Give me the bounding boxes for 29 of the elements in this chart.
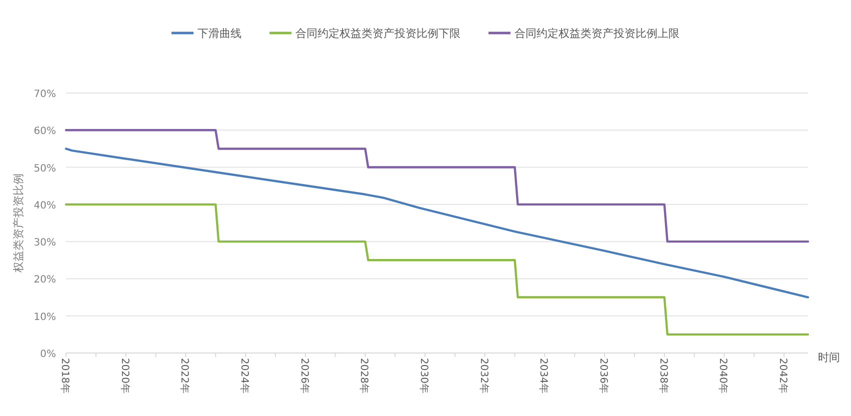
x-tick-label: 2034年 (538, 358, 550, 394)
y-tick-label: 60% (34, 126, 56, 138)
y-tick-label: 50% (34, 163, 56, 174)
x-tick-label: 2020年 (118, 358, 131, 394)
x-tick-label: 2026年 (298, 358, 310, 394)
y-tick-label: 0% (40, 349, 56, 360)
y-tick-label: 40% (34, 200, 56, 212)
legend-label: 合同约定权益类资产投资比例上限 (514, 27, 680, 40)
x-tick-label: 2040年 (717, 358, 730, 394)
y-tick-label: 70% (34, 89, 56, 100)
line-series (64, 203, 810, 336)
legend-label: 下滑曲线 (198, 27, 242, 40)
x-tick-label: 2030年 (418, 358, 430, 394)
x-tick-label: 2028年 (358, 358, 370, 394)
x-tick-label: 2018年 (59, 358, 71, 394)
x-tick-label: 2042年 (777, 358, 790, 394)
line-series (64, 148, 810, 298)
y-tick-label: 10% (34, 312, 56, 323)
y-axis-title: 权益类资产投资比例 (12, 174, 25, 274)
x-tick-label: 2022年 (178, 358, 191, 394)
x-axis-title: 时间 (818, 351, 840, 364)
y-tick-label: 20% (34, 274, 56, 286)
x-tick-label: 2036年 (598, 358, 610, 394)
x-tick-label: 2032年 (478, 358, 490, 394)
y-tick-label: 30% (34, 238, 56, 249)
x-tick-label: 2024年 (238, 358, 251, 394)
x-tick-label: 2038年 (657, 358, 670, 394)
legend-label: 合同约定权益类资产投资比例下限 (296, 27, 460, 40)
line-series (64, 129, 810, 243)
